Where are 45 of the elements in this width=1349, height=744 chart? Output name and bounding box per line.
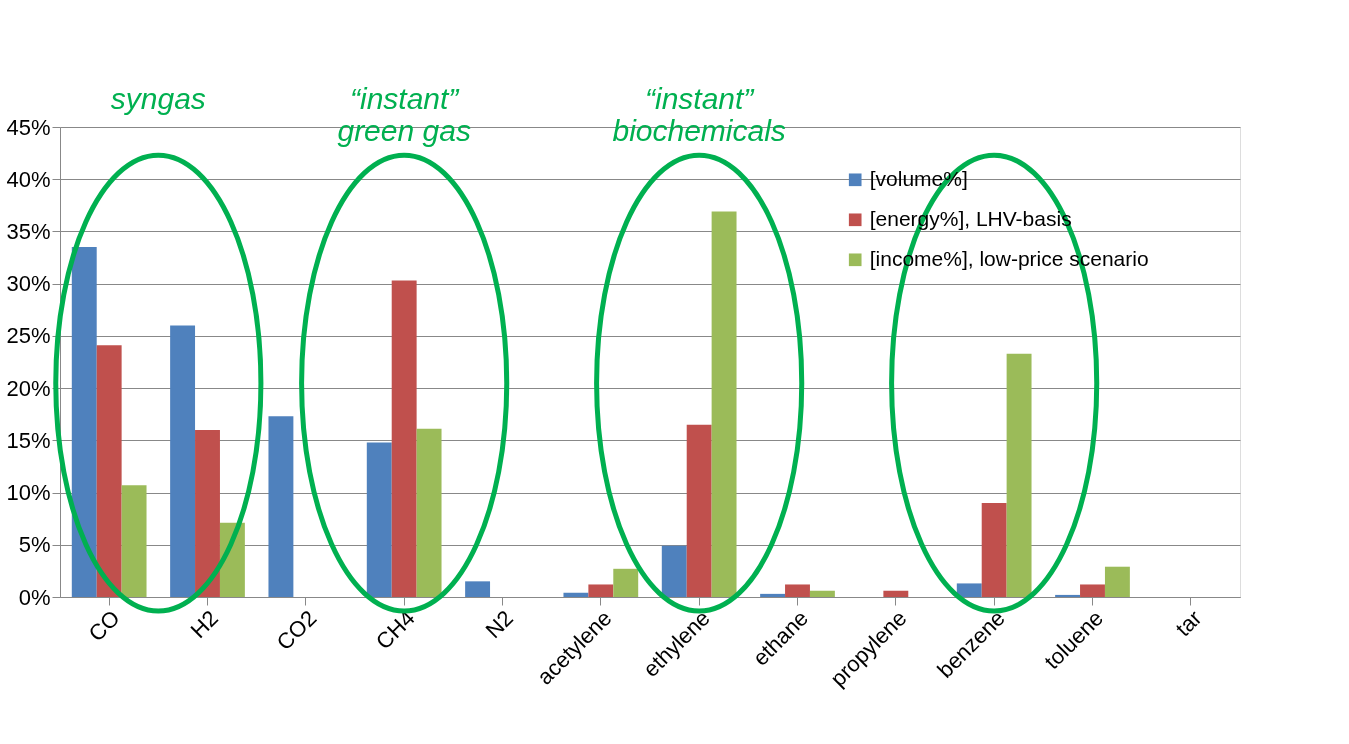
bar bbox=[809, 590, 835, 597]
x-tick-label: tar bbox=[1170, 605, 1207, 642]
x-tick-label: H2 bbox=[185, 605, 224, 643]
x-tick-label: CO2 bbox=[271, 605, 322, 656]
bar bbox=[563, 592, 589, 597]
bar bbox=[170, 325, 196, 597]
y-tick-label: 15% bbox=[6, 427, 51, 453]
bar bbox=[96, 345, 122, 597]
x-tick-label: CO bbox=[83, 605, 125, 647]
bar bbox=[1080, 584, 1105, 597]
y-tick-label: 30% bbox=[6, 271, 51, 297]
bar bbox=[686, 424, 712, 597]
bar bbox=[613, 568, 639, 597]
bar bbox=[416, 428, 442, 597]
y-tick-label: 35% bbox=[6, 218, 51, 244]
bar bbox=[711, 211, 737, 597]
bar bbox=[760, 593, 786, 597]
bar bbox=[883, 590, 909, 597]
bar bbox=[956, 583, 982, 597]
bar bbox=[785, 584, 810, 597]
text: syngas bbox=[110, 82, 206, 115]
bar bbox=[195, 429, 220, 597]
y-tick-label: 0% bbox=[18, 584, 51, 610]
bar bbox=[268, 416, 294, 597]
bar bbox=[588, 584, 614, 597]
annotation: “instant” green gas bbox=[337, 82, 471, 147]
y-tick-label: 5% bbox=[18, 532, 51, 558]
bar bbox=[1006, 353, 1032, 597]
bar bbox=[121, 485, 147, 597]
y-tick-label: 40% bbox=[6, 166, 51, 192]
bar bbox=[661, 545, 687, 597]
bar bbox=[465, 581, 491, 597]
y-tick-label: 20% bbox=[6, 375, 51, 401]
bar bbox=[391, 280, 417, 597]
x-tick-label: N2 bbox=[480, 605, 519, 643]
annotation: “instant” biochemicals bbox=[612, 82, 786, 147]
y-tick-label: 45% bbox=[6, 114, 51, 140]
bar bbox=[1055, 594, 1081, 597]
y-tick-label: 25% bbox=[6, 323, 51, 349]
bar bbox=[71, 247, 97, 597]
x-tick-label: CH4 bbox=[370, 605, 420, 655]
bar bbox=[981, 503, 1007, 597]
bar bbox=[366, 442, 392, 597]
bar bbox=[1104, 566, 1130, 597]
y-tick-label: 10% bbox=[6, 480, 51, 506]
